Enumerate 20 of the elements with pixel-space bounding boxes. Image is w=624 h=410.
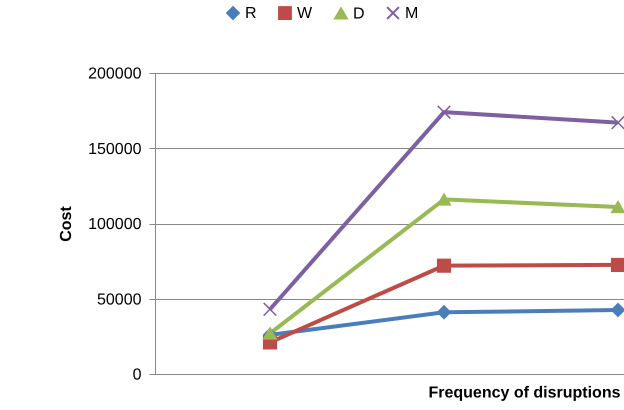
x-axis-title: Frequency of disruptions <box>428 384 621 402</box>
point <box>262 302 278 316</box>
point <box>610 200 624 214</box>
point <box>610 302 624 318</box>
legend-label: R <box>245 5 257 22</box>
legend-label: W <box>297 5 313 22</box>
y-tick-label: 150000 <box>88 140 142 158</box>
point <box>262 327 278 340</box>
y-tick-label: 100000 <box>88 216 142 233</box>
point <box>436 105 452 120</box>
y-axis-title: Cost <box>58 206 76 242</box>
legend-label: M <box>405 5 418 22</box>
y-tick-label: 0 <box>132 366 142 384</box>
point <box>436 305 452 320</box>
legend-label: D <box>353 5 365 22</box>
point <box>610 258 624 272</box>
point <box>436 258 452 273</box>
point <box>610 116 624 130</box>
y-tick-label: 200000 <box>88 66 142 82</box>
y-tick-label: 50000 <box>97 291 142 308</box>
